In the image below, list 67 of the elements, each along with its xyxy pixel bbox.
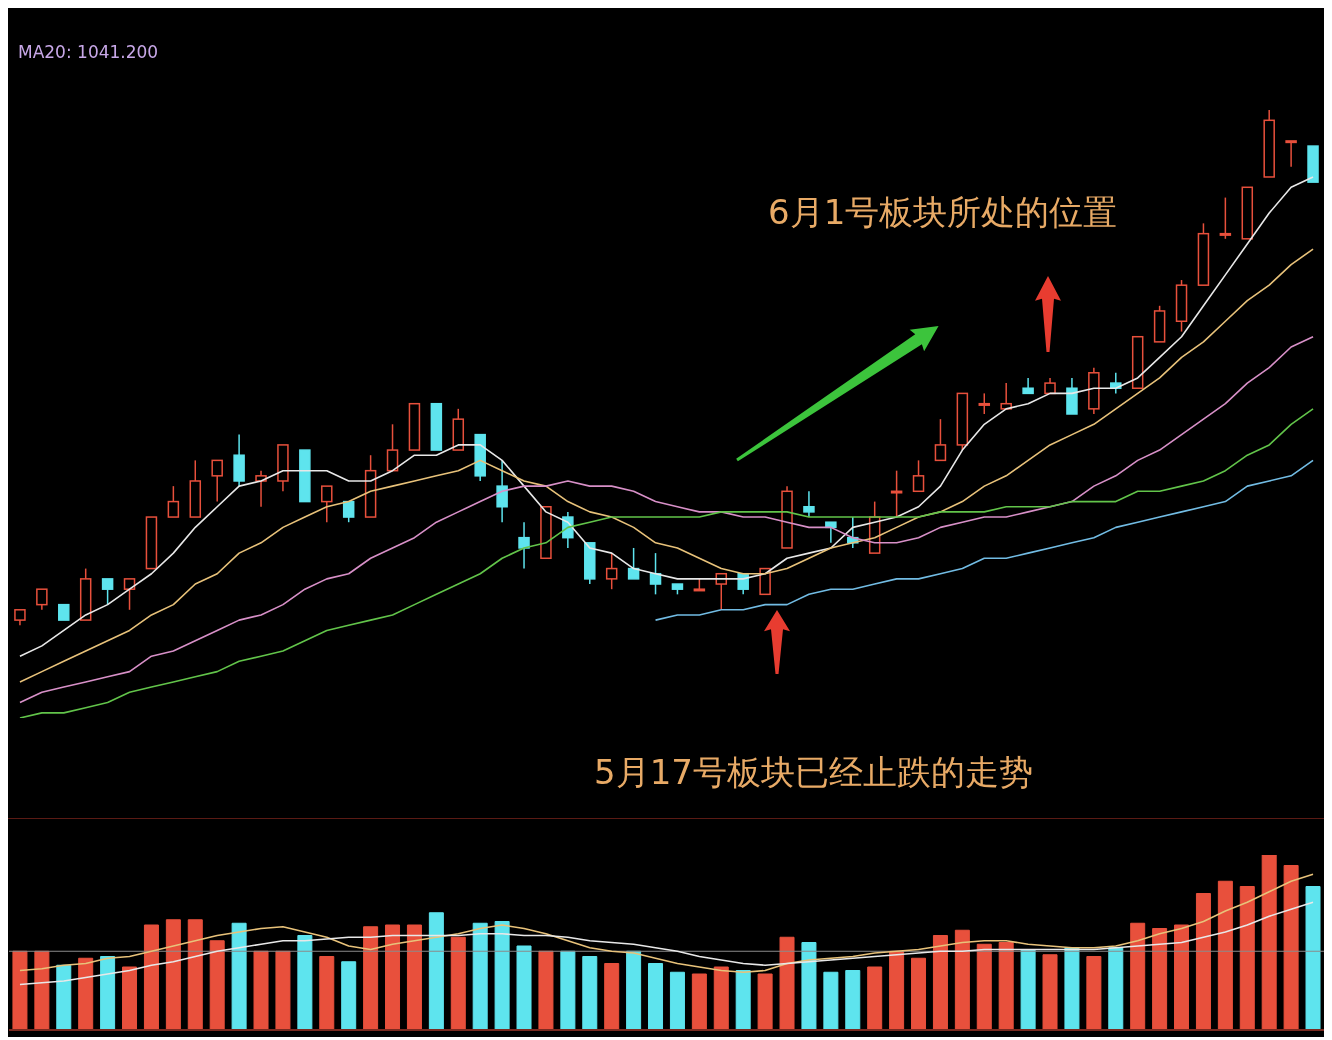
bar (231, 922, 247, 1030)
bar (801, 942, 817, 1030)
bar (1064, 947, 1080, 1030)
bar (691, 973, 707, 1030)
bar (1086, 956, 1102, 1030)
bar (757, 973, 773, 1030)
text: MA20: 1041.200 (18, 42, 159, 62)
candlestick (890, 469, 903, 518)
bar (932, 935, 948, 1030)
bar (253, 950, 269, 1030)
bar (472, 922, 488, 1030)
bar (494, 921, 510, 1030)
bar (998, 942, 1014, 1030)
bar (165, 919, 181, 1030)
bar (385, 924, 401, 1030)
bar (341, 961, 357, 1030)
bar (1174, 924, 1190, 1030)
bar (779, 936, 795, 1030)
bar (823, 971, 839, 1030)
bar (976, 943, 992, 1030)
bar (1261, 855, 1277, 1030)
bar (100, 956, 116, 1030)
bar (78, 957, 94, 1030)
bar (1042, 954, 1058, 1030)
bar (1108, 947, 1124, 1030)
bar (122, 966, 138, 1030)
bar (187, 919, 203, 1030)
annotation: 6月1号板块所处的位置 (768, 191, 1118, 234)
bar (560, 950, 576, 1030)
bar (845, 970, 861, 1030)
bar (516, 945, 532, 1030)
bar (12, 950, 28, 1030)
bar (604, 963, 620, 1030)
candlestick (496, 459, 508, 523)
bar (450, 936, 466, 1030)
bar (1283, 865, 1299, 1030)
bar (911, 957, 927, 1030)
bar (582, 956, 598, 1030)
bar (538, 950, 554, 1030)
bar (1239, 886, 1255, 1030)
bar (406, 924, 422, 1030)
bar (56, 964, 72, 1030)
bar (867, 966, 883, 1030)
bar (1217, 880, 1233, 1030)
bar (669, 971, 685, 1030)
bar (1152, 928, 1168, 1030)
bar (889, 950, 905, 1030)
bar (34, 950, 50, 1030)
bar (626, 950, 642, 1030)
bar (428, 912, 444, 1030)
candlestick (1088, 366, 1100, 415)
bar (1195, 893, 1211, 1030)
bar (713, 966, 729, 1030)
bar (735, 970, 751, 1030)
bar (363, 926, 379, 1030)
bar (297, 935, 313, 1030)
bar (648, 963, 664, 1030)
bar (1130, 922, 1146, 1030)
bar (1020, 949, 1036, 1030)
candlestick (518, 521, 530, 570)
bar (143, 924, 159, 1030)
bar (275, 950, 291, 1030)
bar (954, 929, 970, 1030)
bar (1305, 886, 1321, 1030)
text: 5月17号板块已经止跌的走势 (594, 751, 1033, 794)
bar (319, 956, 335, 1030)
bar (209, 940, 225, 1030)
